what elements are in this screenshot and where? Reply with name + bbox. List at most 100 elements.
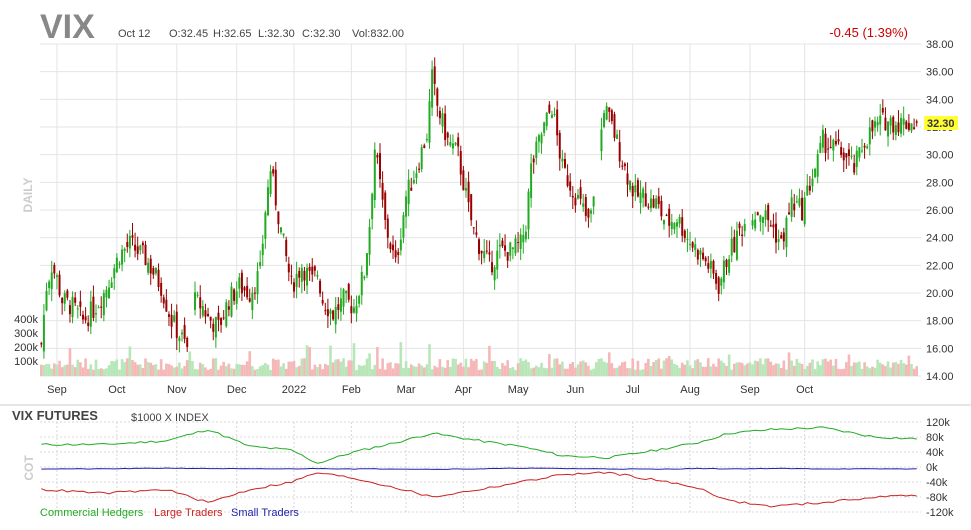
candle-body <box>715 273 718 284</box>
candle-body <box>801 197 804 221</box>
volume-bar <box>331 362 335 376</box>
volume-bar <box>764 358 767 376</box>
volume-bar <box>628 368 632 376</box>
candle-body <box>504 245 507 251</box>
volume-bar <box>240 364 244 376</box>
volume-bar <box>579 361 582 376</box>
candle-body <box>782 232 785 242</box>
candle-body <box>136 246 139 254</box>
volume-bar <box>805 365 809 376</box>
volume-bar <box>42 365 46 376</box>
candle-body <box>266 187 269 216</box>
candle-body <box>415 173 418 179</box>
price-tick-label: 24.00 <box>926 233 954 245</box>
candle-body <box>53 264 56 274</box>
candle-body <box>905 121 908 129</box>
volume-bar <box>766 358 770 376</box>
candle-body <box>847 149 850 156</box>
candle-body <box>806 185 809 196</box>
candle-body <box>342 289 345 307</box>
volume-bar <box>654 359 658 376</box>
volume-bar <box>865 366 869 376</box>
volume-bar <box>673 363 676 376</box>
candle-body <box>855 150 858 168</box>
volume-bar <box>415 366 418 376</box>
candle-body <box>639 192 642 204</box>
candle-body <box>196 294 199 296</box>
volume-bar <box>125 358 129 376</box>
candle-body <box>347 283 350 300</box>
volume-bar <box>308 346 311 376</box>
volume-bar <box>438 359 442 376</box>
candle-body <box>683 230 686 239</box>
candle-body <box>759 215 762 222</box>
candle-body <box>152 268 155 275</box>
volume-bar <box>253 369 257 376</box>
volume-bar <box>407 367 410 376</box>
candle-body <box>738 223 741 229</box>
volume-bar <box>915 366 918 376</box>
candle-body <box>371 193 374 220</box>
volume-bar <box>508 368 512 376</box>
volume-bar <box>112 361 116 376</box>
candle-body <box>553 113 556 115</box>
candle-body <box>451 143 454 149</box>
volume-bar <box>76 359 80 376</box>
volume-bar <box>891 362 895 376</box>
candle-body <box>517 242 520 244</box>
candle-body <box>240 272 243 294</box>
volume-bar <box>89 364 93 376</box>
candle-body <box>352 307 355 313</box>
volume-bar <box>712 363 715 376</box>
volume-bar <box>605 362 608 376</box>
volume-bar <box>860 368 864 376</box>
candle-body <box>162 297 165 304</box>
candle-body <box>392 244 395 251</box>
volume-bar <box>542 367 546 376</box>
volume-bar <box>485 362 489 376</box>
candle-body <box>894 125 897 135</box>
cot-tick-label: 80k <box>926 432 944 444</box>
volume-bar <box>467 367 470 376</box>
volume-bar <box>425 364 429 376</box>
candle-body <box>235 291 238 304</box>
candle-body <box>165 299 168 312</box>
candle-body <box>50 272 53 290</box>
candle-body <box>623 163 626 167</box>
candle-body <box>300 267 303 282</box>
candle-body <box>246 285 249 298</box>
price-tick-label: 20.00 <box>926 288 954 300</box>
candle-body <box>311 266 314 275</box>
volume-bar <box>631 358 635 376</box>
volume-bar <box>863 362 866 376</box>
candle-body <box>676 222 679 227</box>
volume-bar <box>584 362 588 376</box>
candle-body <box>360 272 363 296</box>
volume-bar <box>665 358 668 376</box>
volume-bar <box>232 368 236 376</box>
time-tick-label: May <box>508 384 529 396</box>
candle-body <box>892 116 895 133</box>
volume-bar <box>477 369 481 376</box>
volume-bar <box>641 369 645 376</box>
volume-bar <box>365 358 369 376</box>
volume-bar <box>383 369 387 376</box>
candle-body <box>222 317 225 319</box>
volume-bar <box>709 366 713 376</box>
candle-body <box>728 259 731 273</box>
candle-body <box>642 188 645 198</box>
candle-body <box>579 187 582 199</box>
volume-bar <box>576 364 580 376</box>
candle-body <box>605 106 608 120</box>
volume-bar <box>829 359 833 376</box>
volume-bar <box>811 359 814 376</box>
candle-body <box>175 311 178 338</box>
candle-body <box>170 314 173 327</box>
candle-body <box>610 110 613 122</box>
candle-body <box>887 121 890 137</box>
candle-body <box>704 257 707 262</box>
candle-body <box>332 310 335 320</box>
volume-bar <box>594 362 598 376</box>
candle-body <box>295 273 298 288</box>
